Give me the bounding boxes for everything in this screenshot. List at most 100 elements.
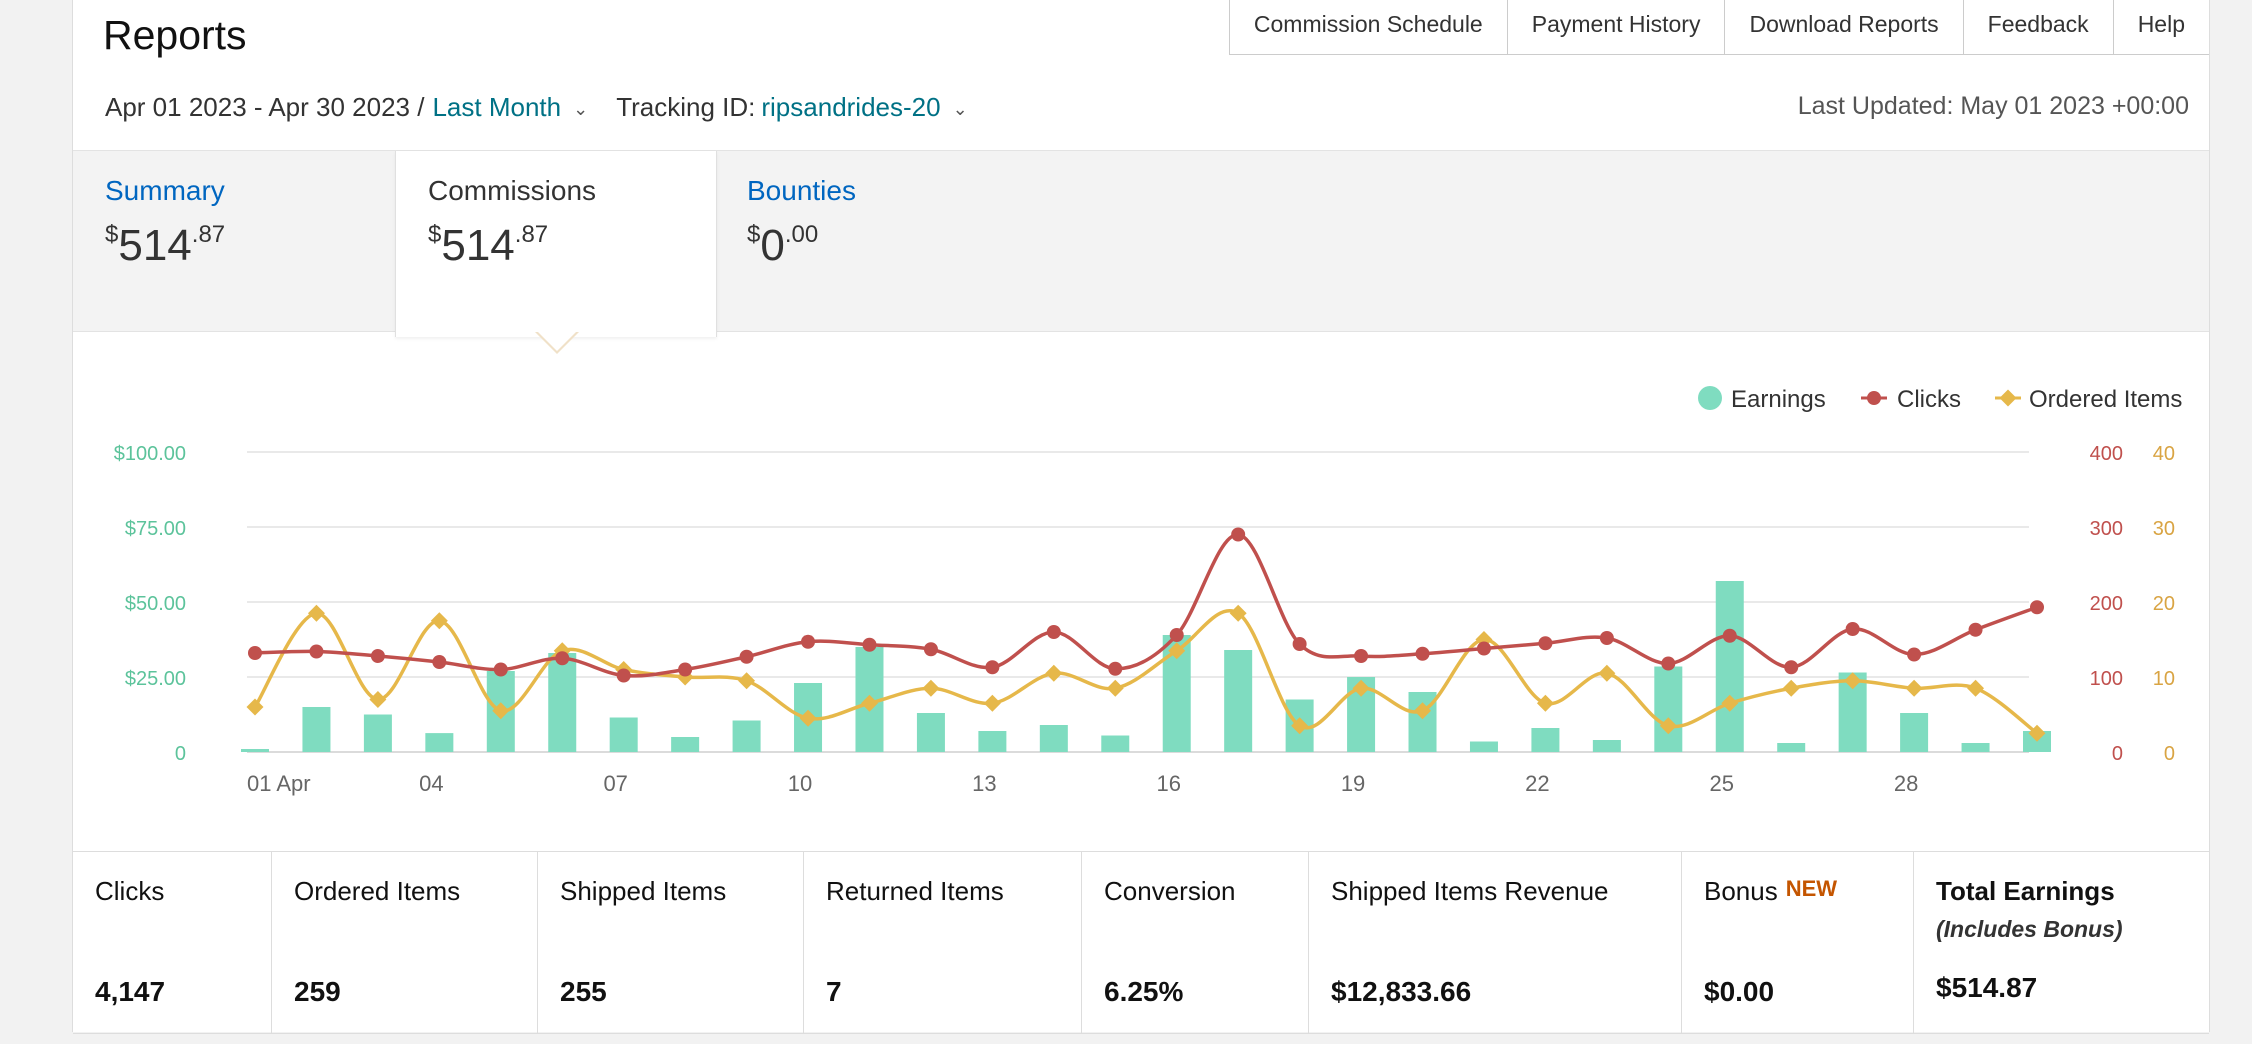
ordered-items-point — [860, 694, 878, 712]
tab-bounties[interactable]: Bounties $0.00 — [715, 151, 1035, 331]
chevron-down-icon[interactable]: ⌄ — [952, 99, 968, 119]
clicks-point — [1599, 631, 1614, 645]
stat-shipped-items: Shipped Items 255 — [538, 852, 804, 1033]
tab-summary[interactable]: Summary $514.87 — [73, 151, 395, 331]
stat-ordered-label: Ordered Items — [294, 876, 461, 906]
legend-ordered-label: Ordered Items — [2029, 386, 2182, 413]
ordered-items-point — [922, 679, 940, 697]
report-filters: Apr 01 2023 - Apr 30 2023 / Last Month ⌄… — [105, 92, 968, 123]
ordered-items-point — [1598, 664, 1616, 682]
ordered-items-point — [1045, 664, 1063, 682]
earnings-bar — [1777, 743, 1806, 752]
clicks-point — [1907, 647, 1922, 662]
earnings-bar — [1531, 728, 1560, 752]
nav-download-reports[interactable]: Download Reports — [1725, 0, 1964, 54]
ordered-items-point — [369, 691, 387, 708]
nav-help[interactable]: Help — [2137, 11, 2185, 37]
ordered-items-point — [1414, 702, 1432, 720]
clicks-point — [1845, 622, 1860, 636]
stat-returned-value: 7 — [826, 976, 842, 1007]
clicks-point — [1231, 527, 1246, 542]
clicks-point — [801, 634, 816, 649]
stat-clicks: Clicks 4,147 — [73, 852, 272, 1033]
ordered-items-line — [253, 609, 2039, 735]
earnings-bar — [671, 737, 700, 752]
y-tick-right-ordered: 10 — [2153, 668, 2175, 690]
x-tick-label: 01 Apr — [247, 771, 311, 796]
x-tick-label: 28 — [1894, 771, 1918, 796]
clicks-point — [1476, 641, 1491, 656]
tab-commissions[interactable]: Commissions $514.87 — [395, 151, 717, 337]
stat-total-value: $514.87 — [1936, 972, 2038, 1003]
clicks-point — [555, 651, 570, 666]
earnings-bar — [1039, 725, 1068, 752]
legend-earnings-marker — [1698, 386, 1722, 410]
ordered-items-point — [1168, 642, 1186, 660]
earnings-chart: 0 0 0 $25.00 100 10 $50.00 200 20 $75.00 300 30 $100… — [114, 386, 2182, 796]
page-title: Reports — [103, 12, 247, 58]
clicks-point — [2030, 600, 2044, 615]
earnings-bar — [1101, 735, 1130, 752]
stat-shipped-value: 255 — [560, 976, 607, 1007]
x-tick-label: 07 — [603, 771, 627, 796]
clicks-point — [248, 646, 262, 660]
nav-commission-schedule[interactable]: Commission Schedule — [1230, 0, 1508, 54]
last-updated: Last Updated: May 01 2023 +00:00 — [1797, 92, 2189, 120]
clicks-point — [1169, 628, 1184, 642]
earnings-bar — [732, 720, 761, 752]
stat-clicks-value: 4,147 — [95, 976, 166, 1007]
stats-row: Clicks 4,147 Ordered Items 259 Shipped I… — [73, 851, 2209, 1034]
y-tick-right-clicks: 300 — [2090, 518, 2123, 540]
stat-clicks-label: Clicks — [95, 876, 165, 906]
ordered-items-point — [1844, 672, 1862, 690]
tab-summary-label[interactable]: Summary — [105, 175, 225, 206]
top-nav: Commission Schedule Payment History Down… — [1228, 0, 2209, 55]
stat-total-sublabel: (Includes Bonus) — [1936, 916, 2123, 942]
clicks-line — [254, 532, 2038, 678]
ordered-items-point — [1536, 694, 1554, 712]
y-tick-right-ordered: 40 — [2153, 443, 2175, 465]
y-tick-right-clicks: 200 — [2090, 593, 2123, 615]
period-dropdown[interactable]: Last Month — [432, 92, 562, 122]
earnings-bar — [548, 653, 577, 752]
ordered-items-point — [307, 604, 325, 622]
legend-ordered-marker — [1999, 389, 2017, 407]
stat-bonus: Bonus NEW $0.00 — [1682, 852, 1914, 1033]
ordered-items-point — [1721, 694, 1739, 712]
active-tab-pointer — [535, 331, 579, 354]
x-tick-label: 19 — [1341, 771, 1365, 796]
x-tick-label: 22 — [1525, 771, 1549, 796]
x-tick-label: 25 — [1710, 771, 1734, 796]
ordered-items-point — [492, 702, 510, 720]
y-tick-left: $50.00 — [125, 593, 186, 615]
y-tick-right-clicks: 100 — [2090, 668, 2123, 690]
earnings-bar — [1961, 743, 1990, 752]
legend-clicks-marker — [1867, 391, 1881, 405]
stat-total-earnings: Total Earnings (Includes Bonus) $514.87 — [1914, 852, 2209, 1033]
nav-payment-history[interactable]: Payment History — [1508, 0, 1726, 54]
ordered-items-point — [430, 612, 448, 630]
earnings-bar — [1224, 650, 1253, 752]
ordered-items-point — [1106, 679, 1124, 697]
reports-panel: Reports Commission Schedule Payment Hist… — [72, 0, 2210, 1034]
tab-bounties-label[interactable]: Bounties — [747, 175, 856, 206]
stat-revenue-value: $12,833.66 — [1331, 976, 1472, 1007]
tab-bounties-amount: $0.00 — [747, 221, 819, 270]
clicks-point — [1354, 649, 1369, 663]
tracking-id-dropdown[interactable]: ripsandrides-20 — [761, 92, 941, 122]
ordered-items-point — [2028, 724, 2046, 742]
ordered-items-point — [983, 694, 1001, 712]
nav-feedback[interactable]: Feedback — [1964, 0, 2114, 54]
chevron-down-icon[interactable]: ⌄ — [573, 99, 589, 119]
legend-clicks-label: Clicks — [1897, 386, 1961, 413]
clicks-point — [432, 655, 447, 669]
stat-conversion-value: 6.25% — [1104, 976, 1184, 1007]
stat-ordered-items: Ordered Items 259 — [272, 852, 538, 1033]
tab-commissions-label: Commissions — [428, 175, 597, 206]
earnings-bar — [609, 717, 638, 752]
earnings-bar — [425, 733, 454, 752]
stat-bonus-label: Bonus NEW — [1704, 876, 1838, 906]
y-tick-right-ordered: 0 — [2164, 743, 2175, 765]
ordered-items-point — [1782, 679, 1800, 697]
tracking-label: Tracking ID: — [616, 92, 756, 122]
